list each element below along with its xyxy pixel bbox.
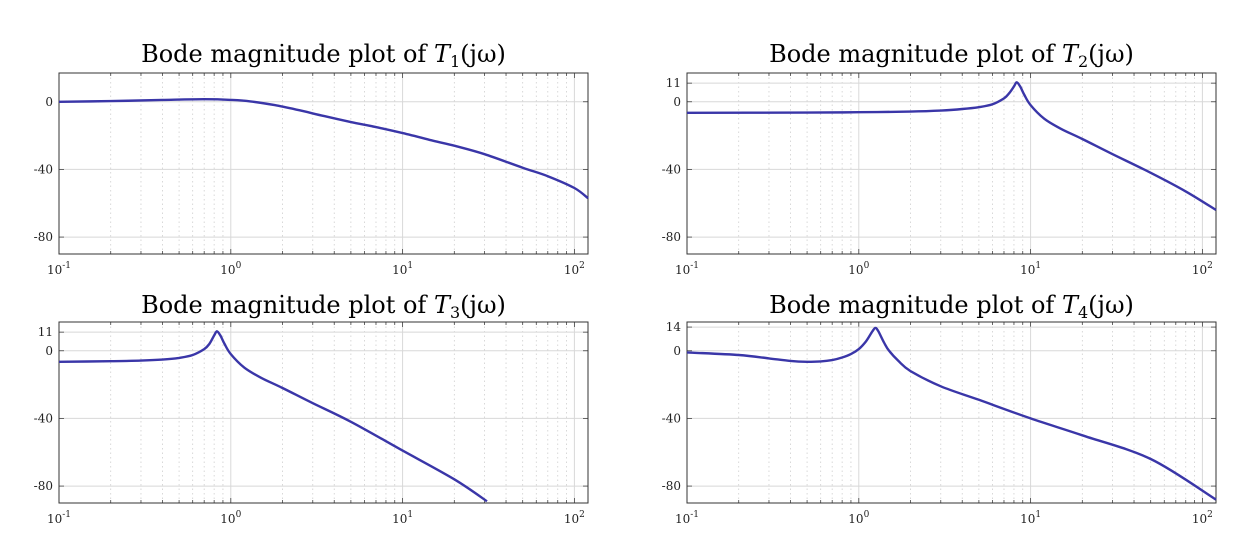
y-tick-label: -40 [662,162,681,176]
plot-frame [686,72,1217,255]
x-tick-label: 100 [220,510,241,526]
y-tick-label: -80 [34,479,53,493]
chart-title: Bode magnitude plot of T4(jω) [769,291,1134,322]
chart-panel-1: 0 -40 -80 10-1 100 101 102 Bode magnitude plot … [34,40,589,277]
x-tick-label: 102 [1192,261,1213,277]
plot-frame [58,321,589,504]
y-tick-label: -40 [34,162,53,176]
x-tick-label: 100 [848,261,869,277]
chart-title: Bode magnitude plot of T1(jω) [141,40,506,71]
y-tick-label: 0 [673,95,681,109]
x-tick-label: 10-1 [47,261,71,277]
x-tick-label: 101 [1020,261,1041,277]
y-tick-label: 0 [45,95,53,109]
chart-panel-3: 11 0 -40 -80 10-1 100 101 102 Bode magnitude plo… [34,291,589,526]
chart-panel-4: 14 0 -40 -80 10-1 100 101 102 Bode magnitude plo… [662,291,1217,526]
x-tick-label: 10-1 [47,510,71,526]
y-tick-label: -40 [34,411,53,425]
x-tick-label: 10-1 [675,261,699,277]
magnitude-curve [686,81,1217,212]
magnitude-curve [58,98,589,200]
x-tick-label: 102 [564,261,585,277]
x-tick-label: 101 [392,510,413,526]
y-tick-label: -80 [34,230,53,244]
x-tick-label: 101 [392,261,413,277]
y-tick-label: 0 [45,344,53,358]
y-tick-label: 0 [673,344,681,358]
magnitude-curve [686,326,1217,501]
y-tick-label: -40 [662,411,681,425]
x-tick-label: 100 [220,261,241,277]
plot-frame [686,321,1217,504]
chart-title: Bode magnitude plot of T2(jω) [769,40,1134,71]
x-tick-label: 102 [1192,510,1213,526]
magnitude-curve [58,330,488,503]
y-tick-label: 11 [38,325,53,339]
x-tick-label: 101 [1020,510,1041,526]
y-tick-label: -80 [662,479,681,493]
y-tick-label: -80 [662,230,681,244]
plot-frame [58,72,589,255]
chart-title: Bode magnitude plot of T3(jω) [141,291,506,322]
y-tick-label: 14 [666,320,682,334]
x-tick-label: 102 [564,510,585,526]
x-tick-label: 10-1 [675,510,699,526]
x-tick-label: 100 [848,510,869,526]
chart-panel-2: 11 0 -40 -80 10-1 100 101 102 Bode magnitude plo… [662,40,1217,277]
y-tick-label: 11 [666,76,681,90]
